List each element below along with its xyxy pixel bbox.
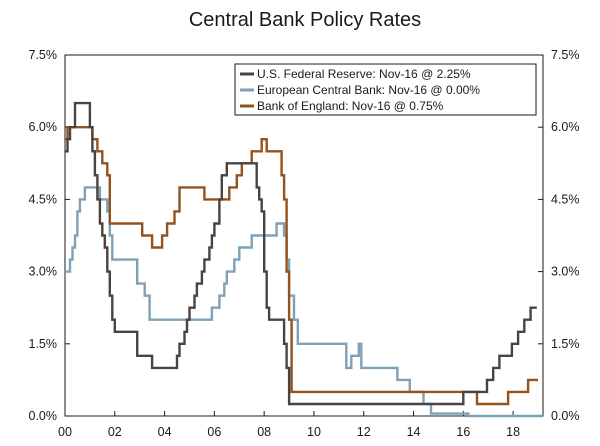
chart-title: Central Bank Policy Rates [189, 9, 421, 31]
y-tick-label-right: 7.5% [551, 48, 580, 62]
plot-frame [64, 54, 544, 417]
legend-label-fed: U.S. Federal Reserve: Nov-16 @ 2.25% [257, 67, 471, 81]
x-tick-label: 04 [158, 425, 172, 439]
axis-ticks: 0.0% 0.0% 1.5% 1.5% 3.0% 3.0% 4.5% 4.5% 6.0% 6.0%… [29, 48, 580, 439]
y-tick-label-right: 0.0% [551, 409, 580, 423]
x-tick-label: 06 [207, 425, 221, 439]
x-tick-label: 18 [506, 425, 520, 439]
y-tick-label-left: 7.5% [29, 48, 58, 62]
x-tick-label: 10 [307, 425, 321, 439]
legend-label-ecb: European Central Bank: Nov-16 @ 0.00% [257, 83, 480, 97]
x-tick-label: 00 [58, 425, 72, 439]
y-tick-label-left: 0.0% [29, 409, 58, 423]
y-tick-label-left: 4.5% [29, 192, 58, 206]
y-tick-label-left: 3.0% [29, 265, 58, 279]
y-tick-label-right: 4.5% [551, 192, 580, 206]
x-tick-label: 14 [407, 425, 421, 439]
series-ecb-line [65, 186, 543, 418]
x-tick-label: 02 [108, 425, 122, 439]
series-boe-line [65, 126, 538, 406]
x-tick-label: 08 [257, 425, 271, 439]
y-tick-label-left: 1.5% [29, 337, 58, 351]
y-tick-label-right: 3.0% [551, 265, 580, 279]
y-tick-label-left: 6.0% [29, 120, 58, 134]
legend: U.S. Federal Reserve: Nov-16 @ 2.25% Eur… [234, 63, 537, 116]
x-tick-label: 12 [357, 425, 371, 439]
x-tick-label: 16 [456, 425, 470, 439]
series-layer [65, 101, 543, 418]
y-tick-label-right: 1.5% [551, 337, 580, 351]
legend-label-boe: Bank of England: Nov-16 @ 0.75% [257, 99, 444, 113]
y-tick-label-right: 6.0% [551, 120, 580, 134]
legend-box [234, 63, 537, 116]
series-fed-line [65, 101, 537, 406]
